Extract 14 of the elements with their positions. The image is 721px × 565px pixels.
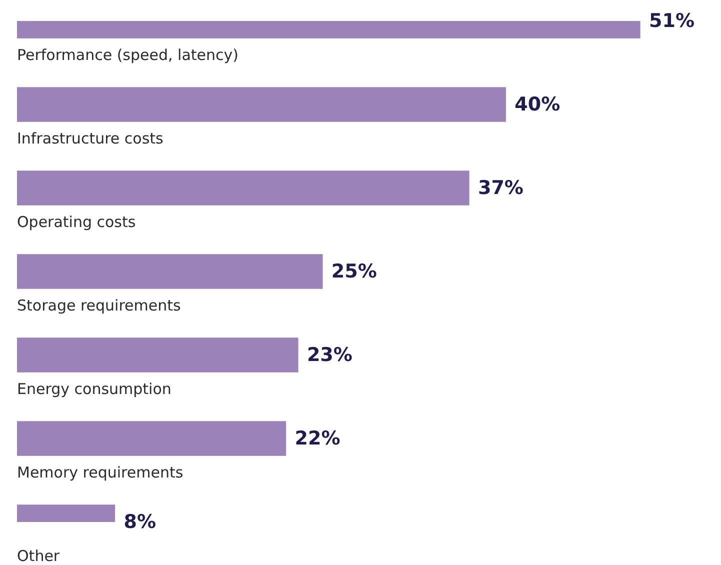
y-tick-label: Infrastructure costs bbox=[17, 129, 164, 148]
data-label: 37% bbox=[478, 176, 524, 199]
y-tick-label: Memory requirements bbox=[17, 463, 184, 482]
data-label: 40% bbox=[514, 93, 560, 116]
y-tick-label: Storage requirements bbox=[17, 296, 182, 314]
data-label: 25% bbox=[331, 260, 377, 282]
data-label: 8% bbox=[124, 510, 156, 533]
y-tick-label: Other bbox=[17, 546, 60, 565]
data-label: 23% bbox=[306, 344, 352, 366]
data-label: 22% bbox=[294, 427, 340, 450]
y-tick-label: Performance (speed, latency) bbox=[17, 46, 238, 64]
y-tick-label: Energy consumption bbox=[17, 380, 172, 398]
y-tick-label: Operating costs bbox=[17, 212, 136, 231]
data-label: 51% bbox=[649, 10, 694, 32]
